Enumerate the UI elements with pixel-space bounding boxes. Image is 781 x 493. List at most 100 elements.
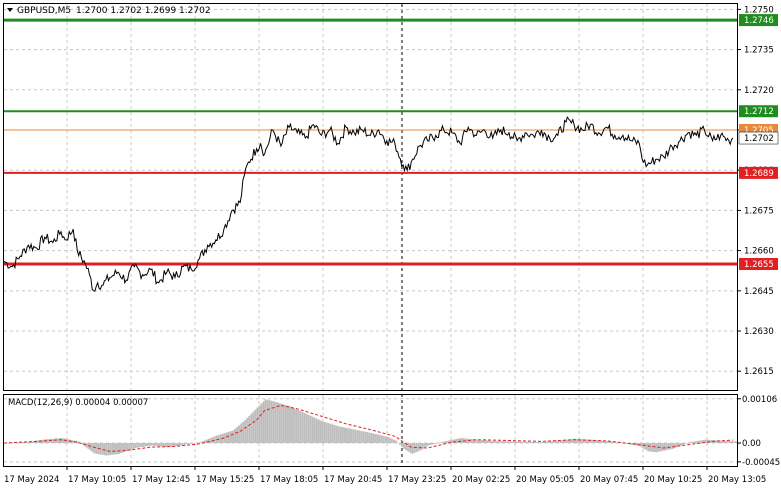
macd-histogram-bar — [529, 441, 532, 444]
macd-histogram-bar — [368, 432, 371, 444]
macd-histogram-bar — [58, 438, 61, 444]
macd-histogram-bar — [570, 439, 572, 444]
macd-histogram-bar — [152, 443, 155, 446]
macd-histogram-bar — [688, 442, 691, 444]
macd-histogram-bar — [307, 414, 310, 444]
macd-histogram-bar — [608, 441, 611, 444]
macd-histogram-bar — [496, 441, 499, 444]
macd-histogram-bar — [148, 443, 151, 446]
macd-histogram-bar — [572, 439, 574, 444]
macd-histogram-bar — [386, 436, 389, 444]
macd-histogram-bar — [722, 440, 725, 444]
macd-histogram-bar — [323, 421, 326, 444]
time-tick-label: 20 May 07:45 — [580, 475, 638, 485]
macd-histogram-bar — [293, 408, 296, 444]
macd-histogram-bar — [234, 428, 236, 444]
macd-histogram-bar — [28, 441, 31, 444]
level-label-box — [739, 105, 778, 118]
macd-histogram-bar — [690, 441, 693, 444]
macd-histogram-bar — [458, 438, 460, 444]
macd-histogram-bar — [376, 434, 379, 444]
macd-histogram-bar — [502, 441, 505, 444]
last-price-box — [738, 131, 779, 145]
macd-histogram-bar — [525, 441, 528, 444]
macd-histogram-bar — [140, 443, 143, 448]
macd-histogram-bar — [449, 440, 452, 444]
macd-histogram-bar — [179, 443, 182, 446]
time-tick-label: 17 May 2024 — [4, 475, 59, 485]
macd-tick-label: -0.00045 — [742, 458, 780, 468]
level-label-box — [739, 14, 778, 27]
macd-histogram-bar — [468, 438, 471, 444]
macd-histogram-bar — [128, 443, 131, 451]
macd-histogram-bar — [276, 402, 279, 444]
macd-histogram-bar — [492, 440, 495, 444]
macd-tick-label: 0.00106 — [742, 395, 777, 405]
time-tick-label: 17 May 18:05 — [260, 475, 318, 485]
macd-histogram-bar — [425, 443, 428, 447]
level-lines[interactable] — [4, 18, 737, 266]
macd-histogram-bar — [539, 442, 542, 444]
macd-histogram-bar — [358, 430, 361, 444]
macd-histogram-bar — [730, 441, 733, 444]
price-tick-label: 1.2750 — [744, 5, 774, 15]
macd-histogram-bar — [107, 443, 110, 456]
macd-histogram-bar — [565, 439, 568, 444]
macd-histogram-bar — [547, 441, 550, 444]
macd-histogram-bar — [250, 413, 253, 444]
price-tick-label: 1.2660 — [744, 247, 774, 257]
macd-histogram-bar — [63, 438, 65, 444]
price-pane-frame — [3, 3, 738, 391]
time-tick-label: 20 May 05:05 — [516, 475, 574, 485]
macd-histogram-bar — [164, 443, 167, 447]
macd-histogram-bar — [517, 441, 519, 444]
macd-histogram-bar — [598, 440, 601, 444]
macd-histogram-bar — [645, 443, 648, 451]
macd-histogram-bar — [488, 440, 491, 444]
macd-histogram-bar — [207, 438, 210, 444]
macd-histogram-bar — [592, 439, 595, 444]
macd-histogram-bar — [130, 443, 133, 450]
macd-histogram-bar — [600, 440, 603, 444]
macd-histogram-bar — [478, 439, 481, 444]
macd-histogram-bar — [319, 420, 322, 444]
macd-histogram-bar — [508, 441, 511, 444]
macd-histogram-bar — [401, 443, 403, 447]
level-label-box — [739, 166, 778, 179]
macd-histogram-bar — [694, 441, 697, 444]
macd-histogram-bar — [22, 442, 25, 444]
macd-signal-line — [3, 404, 733, 452]
macd-histogram-bar — [321, 421, 324, 444]
macd-histogram-bar — [219, 434, 222, 444]
macd-histogram-bar — [574, 438, 577, 444]
macd-histogram-bar — [272, 401, 275, 444]
macd-histogram-bar — [661, 443, 664, 451]
macd-histogram-bar — [620, 442, 623, 444]
macd-histogram-bar — [486, 440, 489, 444]
macd-histogram-bar — [445, 440, 448, 444]
macd-histogram-bar — [122, 443, 124, 453]
macd-histogram-bar — [230, 431, 232, 444]
macd-histogram-bar — [238, 425, 241, 444]
macd-histogram-bar — [557, 440, 560, 444]
macd-histogram-bar — [405, 443, 408, 451]
macd-histogram-bar — [515, 441, 517, 444]
macd-histogram-bar — [513, 441, 515, 444]
macd-histogram-bar — [675, 443, 678, 448]
chevron-down-icon[interactable] — [7, 8, 13, 12]
macd-histogram-bar — [331, 424, 334, 444]
level-label-text: 1.2689 — [744, 169, 774, 179]
macd-histogram-bar — [612, 441, 615, 444]
macd-histogram-bar — [382, 435, 385, 444]
macd-histogram-bar — [500, 441, 503, 444]
macd-histogram-bar — [366, 432, 369, 444]
macd-histogram-bar — [437, 442, 440, 444]
macd-histogram-bar — [692, 441, 695, 444]
time-tick-label: 20 May 13:05 — [708, 475, 766, 485]
macd-histogram-bar — [653, 443, 656, 453]
time-tick-label: 20 May 02:25 — [452, 475, 510, 485]
macd-histogram-bar — [30, 441, 33, 444]
